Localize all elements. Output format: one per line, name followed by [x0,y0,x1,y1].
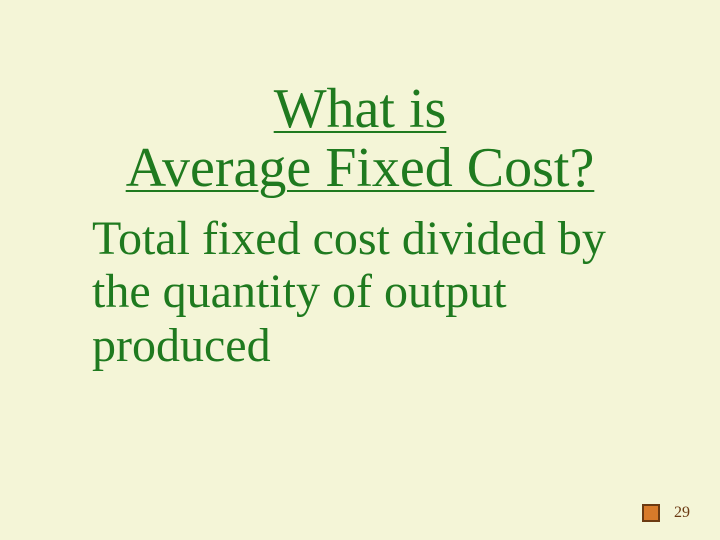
action-button-icon[interactable] [642,504,660,522]
page-number: 29 [674,504,690,522]
slide-title: What isAverage Fixed Cost? [60,80,660,198]
slide-footer: 29 [642,504,690,522]
slide-container: What isAverage Fixed Cost? Total fixed c… [0,0,720,540]
slide-body: Total fixed cost divided by the quantity… [60,212,660,373]
